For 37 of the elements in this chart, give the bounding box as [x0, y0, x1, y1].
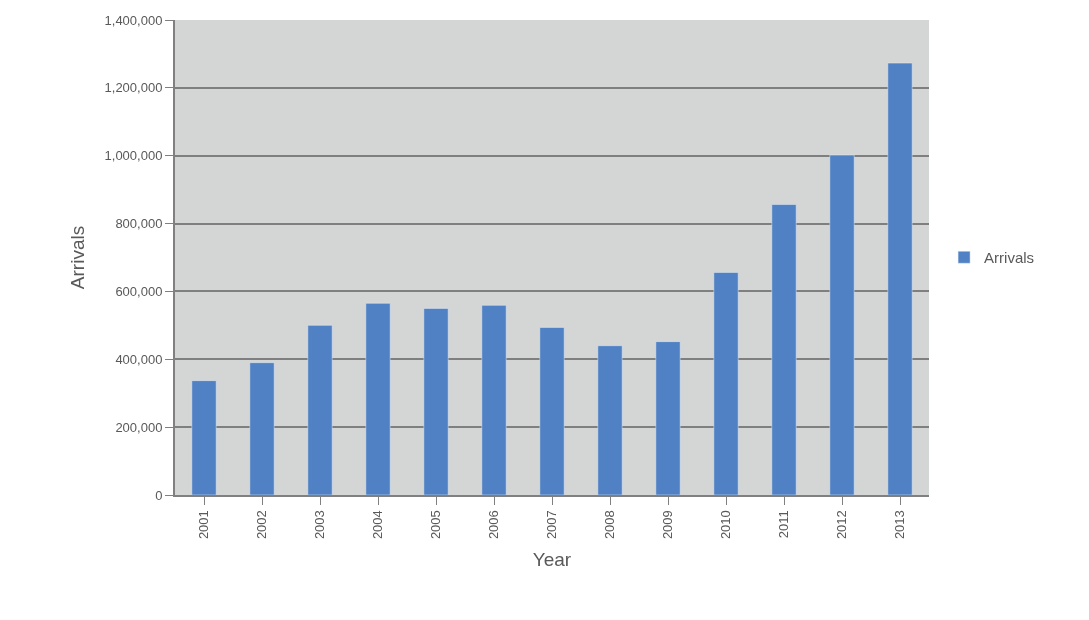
y-tick-label: 1,000,000 [104, 148, 163, 164]
x-tick-label: 2004 [370, 510, 386, 540]
bar [713, 272, 739, 495]
y-tick-label: 1,400,000 [104, 12, 163, 28]
x-tick-label: 2010 [718, 510, 734, 540]
x-tick-label: 2006 [486, 510, 502, 540]
bar [191, 380, 217, 495]
x-axis-title: Year [532, 549, 572, 571]
y-tick-label: 600,000 [115, 283, 163, 299]
x-tick-label: 2012 [834, 510, 850, 540]
bar [829, 154, 855, 495]
bar [771, 204, 797, 495]
x-tick-label: 2001 [196, 510, 212, 540]
legend-label: Arrivals [984, 249, 1035, 267]
x-tick-label: 2005 [428, 510, 444, 540]
bar [307, 325, 333, 495]
y-tick-label: 200,000 [115, 419, 163, 435]
bar [597, 345, 623, 495]
x-tick-label: 2011 [776, 510, 792, 539]
bar [249, 362, 275, 495]
y-tick-label: 0 [155, 487, 163, 503]
bar [423, 308, 449, 495]
bar [481, 305, 507, 495]
y-tick-label: 1,200,000 [104, 80, 163, 96]
x-tick-label: 2007 [544, 510, 560, 540]
y-tick-label: 400,000 [115, 351, 163, 367]
y-tick-label: 800,000 [115, 216, 163, 232]
x-tick-label: 2008 [602, 510, 618, 540]
bar [539, 327, 565, 495]
x-tick-label: 2013 [892, 510, 908, 540]
x-tick-label: 2003 [312, 510, 328, 540]
bar [365, 303, 391, 495]
bar [655, 341, 681, 495]
y-axis-title: Arrivals [66, 225, 88, 290]
bar [887, 62, 913, 495]
x-tick-label: 2002 [254, 510, 270, 540]
x-tick-label: 2009 [660, 510, 676, 540]
